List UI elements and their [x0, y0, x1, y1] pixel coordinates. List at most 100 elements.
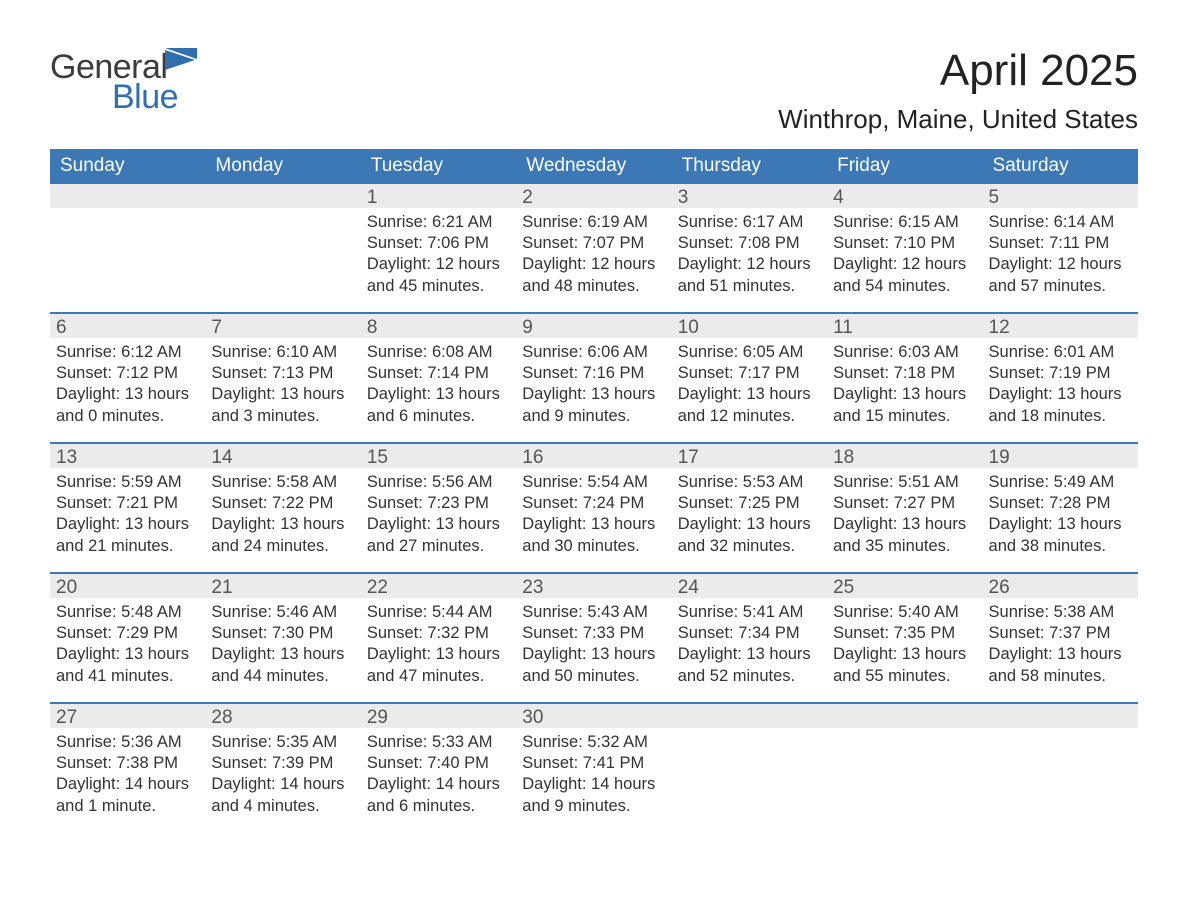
- day-body: Sunrise: 6:05 AMSunset: 7:17 PMDaylight:…: [672, 338, 827, 434]
- sunset-text: Sunset: 7:21 PM: [56, 493, 199, 514]
- day-body: Sunrise: 6:06 AMSunset: 7:16 PMDaylight:…: [516, 338, 671, 434]
- sunrise-text: Sunrise: 5:32 AM: [522, 732, 665, 753]
- calendar-day: [205, 184, 360, 312]
- daylight-text: Daylight: 12 hours and 51 minutes.: [678, 254, 821, 296]
- sunrise-text: Sunrise: 5:36 AM: [56, 732, 199, 753]
- weekday-header: Wednesday: [516, 149, 671, 184]
- day-body: Sunrise: 6:15 AMSunset: 7:10 PMDaylight:…: [827, 208, 982, 304]
- day-number: 3: [672, 184, 827, 208]
- sunset-text: Sunset: 7:12 PM: [56, 363, 199, 384]
- calendar-day: 19Sunrise: 5:49 AMSunset: 7:28 PMDayligh…: [983, 444, 1138, 572]
- day-number: 15: [361, 444, 516, 468]
- day-number: 17: [672, 444, 827, 468]
- logo-flag-icon: [165, 48, 197, 70]
- daylight-text: Daylight: 13 hours and 41 minutes.: [56, 644, 199, 686]
- sunset-text: Sunset: 7:07 PM: [522, 233, 665, 254]
- day-body: Sunrise: 5:59 AMSunset: 7:21 PMDaylight:…: [50, 468, 205, 564]
- sunrise-text: Sunrise: 5:53 AM: [678, 472, 821, 493]
- calendar-day: 8Sunrise: 6:08 AMSunset: 7:14 PMDaylight…: [361, 314, 516, 442]
- sunrise-text: Sunrise: 5:51 AM: [833, 472, 976, 493]
- calendar-day: 5Sunrise: 6:14 AMSunset: 7:11 PMDaylight…: [983, 184, 1138, 312]
- title-block: April 2025 Winthrop, Maine, United State…: [778, 48, 1138, 135]
- sunset-text: Sunset: 7:38 PM: [56, 753, 199, 774]
- sunrise-text: Sunrise: 5:33 AM: [367, 732, 510, 753]
- calendar-day: 14Sunrise: 5:58 AMSunset: 7:22 PMDayligh…: [205, 444, 360, 572]
- calendar-day: 13Sunrise: 5:59 AMSunset: 7:21 PMDayligh…: [50, 444, 205, 572]
- day-number: 23: [516, 574, 671, 598]
- calendar-day: [672, 704, 827, 832]
- weekday-header: Monday: [205, 149, 360, 184]
- daylight-text: Daylight: 13 hours and 15 minutes.: [833, 384, 976, 426]
- daylight-text: Daylight: 13 hours and 24 minutes.: [211, 514, 354, 556]
- sunrise-text: Sunrise: 5:41 AM: [678, 602, 821, 623]
- calendar-day: [827, 704, 982, 832]
- calendar-day: 2Sunrise: 6:19 AMSunset: 7:07 PMDaylight…: [516, 184, 671, 312]
- day-body: Sunrise: 6:19 AMSunset: 7:07 PMDaylight:…: [516, 208, 671, 304]
- sunset-text: Sunset: 7:16 PM: [522, 363, 665, 384]
- sunrise-text: Sunrise: 6:10 AM: [211, 342, 354, 363]
- day-body: Sunrise: 6:10 AMSunset: 7:13 PMDaylight:…: [205, 338, 360, 434]
- daylight-text: Daylight: 13 hours and 27 minutes.: [367, 514, 510, 556]
- sunset-text: Sunset: 7:08 PM: [678, 233, 821, 254]
- sunrise-text: Sunrise: 5:49 AM: [989, 472, 1132, 493]
- sunset-text: Sunset: 7:27 PM: [833, 493, 976, 514]
- day-body: Sunrise: 6:01 AMSunset: 7:19 PMDaylight:…: [983, 338, 1138, 434]
- day-number: 10: [672, 314, 827, 338]
- sunrise-text: Sunrise: 5:58 AM: [211, 472, 354, 493]
- daylight-text: Daylight: 14 hours and 1 minute.: [56, 774, 199, 816]
- day-body: Sunrise: 5:43 AMSunset: 7:33 PMDaylight:…: [516, 598, 671, 694]
- day-number: 16: [516, 444, 671, 468]
- day-number: 22: [361, 574, 516, 598]
- daylight-text: Daylight: 13 hours and 3 minutes.: [211, 384, 354, 426]
- sunrise-text: Sunrise: 6:01 AM: [989, 342, 1132, 363]
- sunset-text: Sunset: 7:40 PM: [367, 753, 510, 774]
- day-body: Sunrise: 5:51 AMSunset: 7:27 PMDaylight:…: [827, 468, 982, 564]
- sunrise-text: Sunrise: 6:03 AM: [833, 342, 976, 363]
- daylight-text: Daylight: 13 hours and 35 minutes.: [833, 514, 976, 556]
- sunset-text: Sunset: 7:34 PM: [678, 623, 821, 644]
- sunrise-text: Sunrise: 6:15 AM: [833, 212, 976, 233]
- sunrise-text: Sunrise: 5:38 AM: [989, 602, 1132, 623]
- daylight-text: Daylight: 12 hours and 54 minutes.: [833, 254, 976, 296]
- sunrise-text: Sunrise: 6:06 AM: [522, 342, 665, 363]
- sunset-text: Sunset: 7:41 PM: [522, 753, 665, 774]
- sunrise-text: Sunrise: 5:43 AM: [522, 602, 665, 623]
- daylight-text: Daylight: 13 hours and 0 minutes.: [56, 384, 199, 426]
- daylight-text: Daylight: 13 hours and 18 minutes.: [989, 384, 1132, 426]
- day-number: 19: [983, 444, 1138, 468]
- daylight-text: Daylight: 13 hours and 50 minutes.: [522, 644, 665, 686]
- page-title: April 2025: [778, 48, 1138, 94]
- day-body: Sunrise: 5:44 AMSunset: 7:32 PMDaylight:…: [361, 598, 516, 694]
- calendar-day: 25Sunrise: 5:40 AMSunset: 7:35 PMDayligh…: [827, 574, 982, 702]
- sunset-text: Sunset: 7:10 PM: [833, 233, 976, 254]
- weekday-header: Saturday: [983, 149, 1138, 184]
- day-number: [50, 184, 205, 208]
- day-body: Sunrise: 5:33 AMSunset: 7:40 PMDaylight:…: [361, 728, 516, 824]
- day-number: 25: [827, 574, 982, 598]
- day-number: 7: [205, 314, 360, 338]
- day-number: 11: [827, 314, 982, 338]
- daylight-text: Daylight: 12 hours and 45 minutes.: [367, 254, 510, 296]
- calendar-day: 3Sunrise: 6:17 AMSunset: 7:08 PMDaylight…: [672, 184, 827, 312]
- calendar-day: 24Sunrise: 5:41 AMSunset: 7:34 PMDayligh…: [672, 574, 827, 702]
- daylight-text: Daylight: 13 hours and 30 minutes.: [522, 514, 665, 556]
- day-number: 13: [50, 444, 205, 468]
- day-body: Sunrise: 6:21 AMSunset: 7:06 PMDaylight:…: [361, 208, 516, 304]
- calendar-day: 23Sunrise: 5:43 AMSunset: 7:33 PMDayligh…: [516, 574, 671, 702]
- day-body: Sunrise: 6:03 AMSunset: 7:18 PMDaylight:…: [827, 338, 982, 434]
- sunset-text: Sunset: 7:35 PM: [833, 623, 976, 644]
- calendar-day: 1Sunrise: 6:21 AMSunset: 7:06 PMDaylight…: [361, 184, 516, 312]
- sunset-text: Sunset: 7:39 PM: [211, 753, 354, 774]
- calendar-day: 21Sunrise: 5:46 AMSunset: 7:30 PMDayligh…: [205, 574, 360, 702]
- sunset-text: Sunset: 7:19 PM: [989, 363, 1132, 384]
- calendar-day: 12Sunrise: 6:01 AMSunset: 7:19 PMDayligh…: [983, 314, 1138, 442]
- daylight-text: Daylight: 13 hours and 9 minutes.: [522, 384, 665, 426]
- day-body: Sunrise: 6:17 AMSunset: 7:08 PMDaylight:…: [672, 208, 827, 304]
- sunset-text: Sunset: 7:24 PM: [522, 493, 665, 514]
- sunrise-text: Sunrise: 5:44 AM: [367, 602, 510, 623]
- day-number: 27: [50, 704, 205, 728]
- day-number: 9: [516, 314, 671, 338]
- sunset-text: Sunset: 7:29 PM: [56, 623, 199, 644]
- daylight-text: Daylight: 13 hours and 58 minutes.: [989, 644, 1132, 686]
- sunset-text: Sunset: 7:22 PM: [211, 493, 354, 514]
